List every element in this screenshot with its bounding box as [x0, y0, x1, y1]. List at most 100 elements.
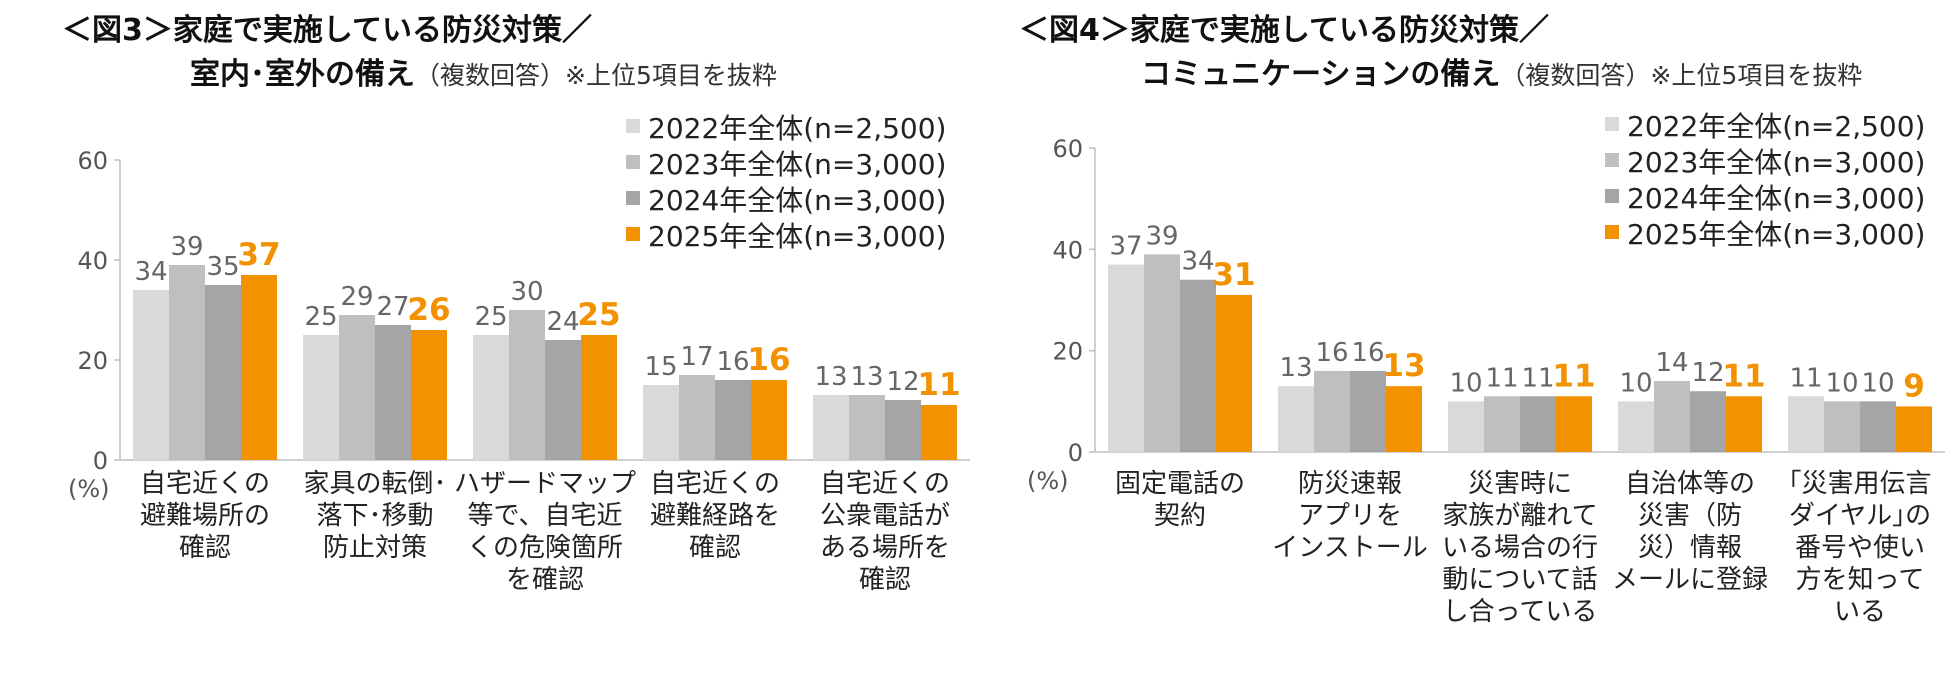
y-tick-label: 40	[77, 247, 108, 275]
category-label: 災害（防	[1638, 501, 1742, 531]
bar	[1690, 391, 1726, 452]
bar	[473, 335, 509, 460]
y-tick-label: 0	[93, 447, 108, 475]
legend-label: 2024年全体(n=3,000)	[1627, 182, 1925, 215]
data-label: 15	[644, 352, 677, 382]
data-label: 25	[577, 297, 620, 333]
bar	[921, 405, 957, 460]
bar	[715, 380, 751, 460]
bar	[813, 395, 849, 460]
category-label: 自宅近くの	[820, 469, 950, 499]
category-label: 自宅近くの	[140, 469, 270, 499]
bar	[1896, 406, 1932, 452]
legend-swatch	[626, 227, 640, 241]
bar	[1824, 401, 1860, 452]
data-label: 11	[917, 367, 960, 403]
chart-title-line1: ＜図3＞家庭で実施している防災対策／	[62, 13, 592, 48]
data-label: 11	[1722, 358, 1765, 394]
y-unit-label: (%)	[68, 475, 110, 503]
data-label: 24	[546, 307, 579, 337]
bar	[1180, 279, 1216, 452]
category-label: いる場合の行	[1442, 533, 1598, 563]
data-label: 34	[1181, 247, 1214, 277]
data-label: 10	[1449, 368, 1482, 398]
category-label: 方を知って	[1796, 565, 1925, 595]
bar	[205, 285, 241, 460]
data-label: 27	[376, 292, 409, 322]
chart-subtitle: コミュニケーションの備え（複数回答）※上位5項目を抜粋	[1141, 56, 1862, 95]
category-label: 自治体等の	[1625, 469, 1755, 499]
bar	[375, 325, 411, 460]
data-label: 11	[1521, 363, 1554, 393]
category-label: 避難場所の	[140, 501, 270, 531]
data-label: 13	[1279, 353, 1312, 383]
chart-title-note: （複数回答）※上位5項目を抜粋	[1500, 61, 1863, 90]
data-label: 10	[1825, 368, 1858, 398]
legend-label: 2023年全体(n=3,000)	[648, 148, 946, 181]
data-label: 16	[1351, 338, 1384, 368]
chart-title: ＜図3＞家庭で実施している防災対策／	[62, 12, 592, 50]
figure-3-panel: ＜図3＞家庭で実施している防災対策／ 室内･室外の備え（複数回答）※上位5項目を…	[62, 12, 970, 595]
category-label: 確認	[859, 565, 911, 595]
data-label: 14	[1655, 348, 1688, 378]
category-label: 災害時に	[1468, 469, 1572, 499]
chart-subtitle: 室内･室外の備え（複数回答）※上位5項目を抜粋	[190, 56, 777, 95]
data-label: 17	[680, 342, 713, 372]
bar	[133, 290, 169, 460]
bar	[679, 375, 715, 460]
data-label: 26	[407, 292, 450, 328]
data-label: 9	[1903, 368, 1925, 404]
bar	[411, 330, 447, 460]
category-label: し合っている	[1443, 597, 1598, 627]
legend-swatch	[1605, 153, 1619, 167]
legend-label: 2022年全体(n=2,500)	[1627, 110, 1925, 143]
bar	[1860, 401, 1896, 452]
data-label: 11	[1485, 363, 1518, 393]
category-label: 契約	[1154, 501, 1206, 531]
data-label: 25	[304, 302, 337, 332]
bar	[1448, 401, 1484, 452]
bar	[1314, 370, 1350, 452]
data-label: 13	[1382, 348, 1425, 384]
category-label: 自宅近くの	[650, 469, 780, 499]
bar	[885, 400, 921, 460]
category-label: アプリを	[1298, 501, 1402, 531]
category-label: ダイヤル｣の	[1789, 501, 1931, 531]
chart-title-line2: コミュニケーションの備え	[1141, 57, 1501, 92]
legend-label: 2022年全体(n=2,500)	[648, 112, 946, 145]
bar	[1350, 370, 1386, 452]
category-label: 確認	[179, 533, 231, 563]
data-label: 10	[1861, 368, 1894, 398]
y-tick-label: 20	[77, 347, 108, 375]
data-label: 35	[206, 252, 239, 282]
category-label: 番号や使い	[1795, 533, 1925, 563]
category-label: インストール	[1272, 533, 1427, 563]
data-label: 13	[814, 362, 847, 392]
bar	[849, 395, 885, 460]
category-label: いる	[1834, 597, 1886, 627]
bar	[509, 310, 545, 460]
chart-title: ＜図4＞家庭で実施している防災対策／	[1019, 12, 1549, 50]
category-label: 落下･移動	[316, 501, 433, 531]
legend-label: 2023年全体(n=3,000)	[1627, 146, 1925, 179]
category-label: メールに登録	[1612, 565, 1768, 595]
bar	[1520, 396, 1556, 452]
legend-swatch	[1605, 117, 1619, 131]
data-label: 16	[716, 347, 749, 377]
data-label: 31	[1212, 257, 1255, 293]
category-label: ある場所を	[820, 533, 950, 563]
category-label: 動について話	[1442, 565, 1597, 595]
y-unit-label: (%)	[1027, 467, 1069, 495]
category-label: 災）情報	[1638, 533, 1742, 563]
chart-title-line1: ＜図4＞家庭で実施している防災対策／	[1019, 13, 1549, 48]
figure-4-panel: ＜図4＞家庭で実施している防災対策／ コミュニケーションの備え（複数回答）※上位…	[975, 0, 1950, 682]
category-label: 確認	[689, 533, 741, 563]
bar	[545, 340, 581, 460]
data-label: 16	[1315, 338, 1348, 368]
bar	[1654, 381, 1690, 452]
data-label: 30	[510, 277, 543, 307]
data-label: 16	[747, 342, 790, 378]
data-label: 37	[237, 237, 280, 273]
bar	[1618, 401, 1654, 452]
